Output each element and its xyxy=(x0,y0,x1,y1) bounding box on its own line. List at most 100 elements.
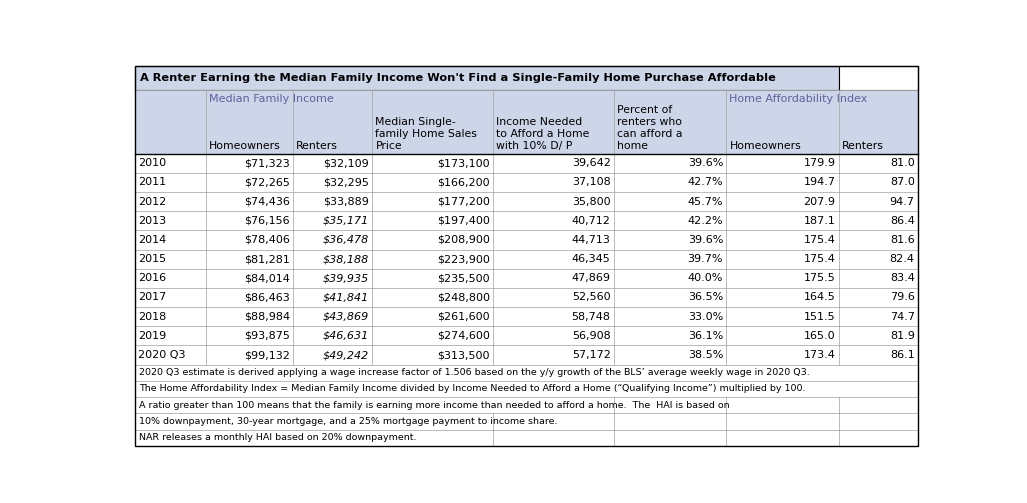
Bar xyxy=(135,381,918,397)
Text: 165.0: 165.0 xyxy=(804,331,836,341)
Bar xyxy=(135,269,918,288)
Text: $32,109: $32,109 xyxy=(324,158,369,169)
Text: 81.9: 81.9 xyxy=(889,331,915,341)
Bar xyxy=(135,66,839,90)
Text: NAR releases a monthly HAI based on 20% downpayment.: NAR releases a monthly HAI based on 20% … xyxy=(139,433,416,442)
Text: 2011: 2011 xyxy=(138,178,166,188)
Text: 94.7: 94.7 xyxy=(889,197,915,207)
Text: 175.5: 175.5 xyxy=(804,273,836,283)
Bar xyxy=(135,90,918,154)
Bar xyxy=(135,346,918,365)
Text: Home Affordability Index: Home Affordability Index xyxy=(729,94,868,104)
Text: 52,560: 52,560 xyxy=(572,293,611,302)
Text: 151.5: 151.5 xyxy=(804,312,836,322)
Text: 40,712: 40,712 xyxy=(572,216,611,226)
Text: $78,406: $78,406 xyxy=(244,235,290,245)
Text: Homeowners: Homeowners xyxy=(729,141,801,151)
Text: 2015: 2015 xyxy=(138,254,166,264)
Text: 47,869: 47,869 xyxy=(572,273,611,283)
Text: 36.1%: 36.1% xyxy=(688,331,723,341)
Bar xyxy=(135,413,918,430)
Text: 57,172: 57,172 xyxy=(572,350,611,360)
Text: $46,631: $46,631 xyxy=(322,331,369,341)
Bar xyxy=(135,307,918,326)
Text: $76,156: $76,156 xyxy=(244,216,290,226)
Text: $43,869: $43,869 xyxy=(322,312,369,322)
Text: $74,436: $74,436 xyxy=(244,197,290,207)
Text: $274,600: $274,600 xyxy=(436,331,490,341)
Text: $84,014: $84,014 xyxy=(244,273,290,283)
Text: 10% downpayment, 30-year mortgage, and a 25% mortgage payment to income share.: 10% downpayment, 30-year mortgage, and a… xyxy=(139,417,558,426)
Text: 37,108: 37,108 xyxy=(572,178,611,188)
Text: 2020 Q3 estimate is derived applying a wage increase factor of 1.506 based on th: 2020 Q3 estimate is derived applying a w… xyxy=(139,368,809,377)
Text: 39.6%: 39.6% xyxy=(688,158,723,169)
Text: The Home Affordability Index = Median Family Income divided by Income Needed to : The Home Affordability Index = Median Fa… xyxy=(139,384,805,393)
Text: 74.7: 74.7 xyxy=(889,312,915,322)
Bar xyxy=(839,66,918,90)
Text: $235,500: $235,500 xyxy=(438,273,490,283)
Text: 81.0: 81.0 xyxy=(890,158,915,169)
Bar xyxy=(135,173,918,192)
Text: $173,100: $173,100 xyxy=(438,158,490,169)
Text: 39.6%: 39.6% xyxy=(688,235,723,245)
Text: $248,800: $248,800 xyxy=(436,293,490,302)
Text: 86.1: 86.1 xyxy=(890,350,915,360)
Text: 2016: 2016 xyxy=(138,273,166,283)
Text: 86.4: 86.4 xyxy=(889,216,915,226)
Text: 207.9: 207.9 xyxy=(803,197,836,207)
Text: 2014: 2014 xyxy=(138,235,166,245)
Text: 79.6: 79.6 xyxy=(889,293,915,302)
Text: 39,642: 39,642 xyxy=(572,158,611,169)
Text: 2012: 2012 xyxy=(138,197,166,207)
Text: 39.7%: 39.7% xyxy=(688,254,723,264)
Bar xyxy=(135,154,918,173)
Bar xyxy=(135,288,918,307)
Text: $88,984: $88,984 xyxy=(243,312,290,322)
Text: $208,900: $208,900 xyxy=(436,235,490,245)
Text: 58,748: 58,748 xyxy=(572,312,611,322)
Bar xyxy=(135,365,918,381)
Text: $41,841: $41,841 xyxy=(322,293,369,302)
Text: $49,242: $49,242 xyxy=(322,350,369,360)
Text: 87.0: 87.0 xyxy=(889,178,915,188)
Text: $223,900: $223,900 xyxy=(436,254,490,264)
Text: 179.9: 179.9 xyxy=(803,158,836,169)
Text: 36.5%: 36.5% xyxy=(688,293,723,302)
Text: 187.1: 187.1 xyxy=(804,216,836,226)
Text: $197,400: $197,400 xyxy=(436,216,490,226)
Text: Percent of
renters who
can afford a
home: Percent of renters who can afford a home xyxy=(617,105,683,151)
Text: Renters: Renters xyxy=(296,141,338,151)
Text: 46,345: 46,345 xyxy=(572,254,611,264)
Text: 2017: 2017 xyxy=(138,293,166,302)
Text: $81,281: $81,281 xyxy=(244,254,290,264)
Text: 42.7%: 42.7% xyxy=(687,178,723,188)
Text: 83.4: 83.4 xyxy=(889,273,915,283)
Bar xyxy=(135,326,918,346)
Bar xyxy=(135,397,918,413)
Text: 2010: 2010 xyxy=(138,158,166,169)
Text: 2018: 2018 xyxy=(138,312,166,322)
Text: Homeowners: Homeowners xyxy=(208,141,280,151)
Bar xyxy=(135,230,918,249)
Text: A ratio greater than 100 means that the family is earning more income than neede: A ratio greater than 100 means that the … xyxy=(139,401,729,409)
Text: $99,132: $99,132 xyxy=(244,350,290,360)
Text: $35,171: $35,171 xyxy=(322,216,369,226)
Text: $177,200: $177,200 xyxy=(436,197,490,207)
Text: $86,463: $86,463 xyxy=(244,293,290,302)
Text: 194.7: 194.7 xyxy=(803,178,836,188)
Text: 42.2%: 42.2% xyxy=(687,216,723,226)
Text: Median Single-
family Home Sales
Price: Median Single- family Home Sales Price xyxy=(376,117,478,151)
Text: $71,323: $71,323 xyxy=(244,158,290,169)
Text: 175.4: 175.4 xyxy=(804,235,836,245)
Text: 40.0%: 40.0% xyxy=(688,273,723,283)
Text: 164.5: 164.5 xyxy=(804,293,836,302)
Text: $38,188: $38,188 xyxy=(322,254,369,264)
Text: 2019: 2019 xyxy=(138,331,166,341)
Text: 44,713: 44,713 xyxy=(572,235,611,245)
Text: $32,295: $32,295 xyxy=(324,178,369,188)
Text: 56,908: 56,908 xyxy=(572,331,611,341)
Text: 45.7%: 45.7% xyxy=(688,197,723,207)
Text: $33,889: $33,889 xyxy=(324,197,369,207)
Text: 35,800: 35,800 xyxy=(572,197,611,207)
Text: $93,875: $93,875 xyxy=(244,331,290,341)
